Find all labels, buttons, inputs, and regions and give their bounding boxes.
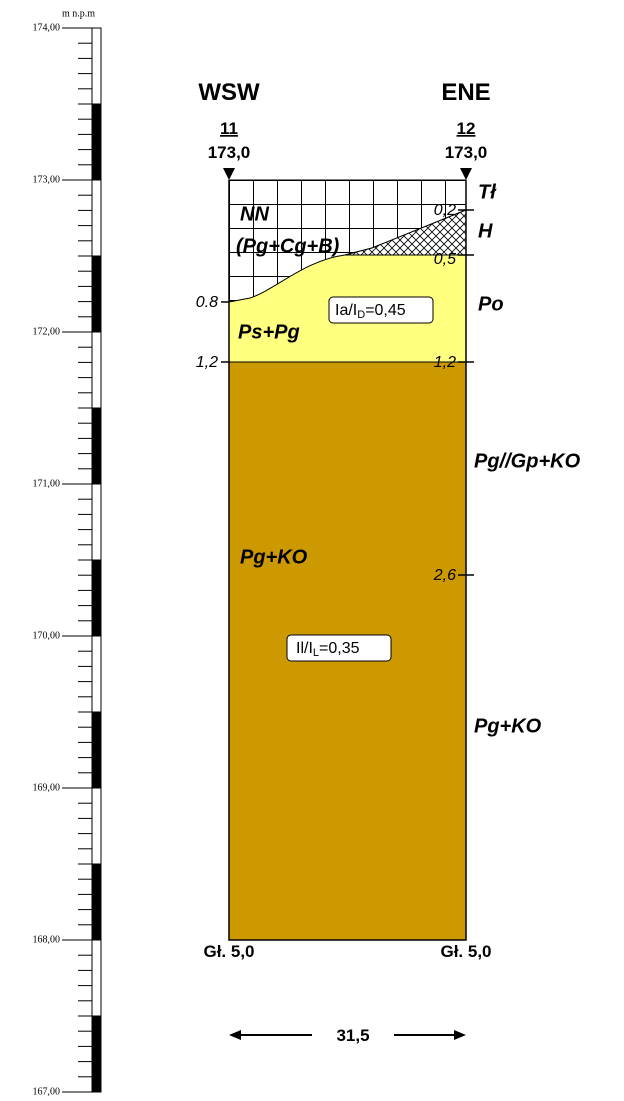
state-sub: D xyxy=(357,309,365,321)
state-rest: =0,35 xyxy=(319,640,360,657)
page: Przekrój geotechniczny {"scale": {"unit"… xyxy=(0,0,624,1101)
scale-segment xyxy=(92,180,101,256)
depth-label: 2,6 xyxy=(433,567,456,584)
depth-label: 0,2 xyxy=(434,202,456,219)
elevation-scale: 174,00 173,00 172,00 171,00 170,00 169,00 168,… xyxy=(33,22,102,1097)
depth-label: 0.8 xyxy=(196,294,218,311)
borehole-depth: Gł. 5,0 xyxy=(440,942,491,961)
scale-segment xyxy=(92,636,101,712)
borehole-marker xyxy=(223,168,472,180)
scale-segment xyxy=(92,560,101,636)
layer-label: Po xyxy=(478,293,504,315)
layer-label: Pg+KO xyxy=(474,715,542,737)
layer-label: Pg//Gp+KO xyxy=(474,450,581,472)
layer-label: H xyxy=(478,220,493,242)
direction-left: WSW xyxy=(198,79,260,106)
scale-unit: m n.p.m xyxy=(62,8,95,19)
scale-tick-label: 173,00 xyxy=(33,174,61,185)
scale-segment xyxy=(92,712,101,788)
scale-tick-label: 167,00 xyxy=(33,1086,61,1097)
scale-tick-label: 169,00 xyxy=(33,782,61,793)
scale-segment xyxy=(92,864,101,940)
state-main: Ia/I xyxy=(335,302,357,319)
distance-label: 31,5 xyxy=(336,1026,369,1045)
scale-segment xyxy=(92,408,101,484)
depth-label: 1,2 xyxy=(434,354,456,371)
scale-segment xyxy=(92,28,101,104)
scale-segment xyxy=(92,104,101,180)
scale-segment xyxy=(92,484,101,560)
depth-label: 0,5 xyxy=(434,251,456,268)
state-label: Ia/ID=0,45 xyxy=(335,302,406,321)
scale-tick-label: 168,00 xyxy=(33,934,61,945)
scale-segment xyxy=(92,256,101,332)
layer-label: NN xyxy=(240,203,269,225)
scale-segment xyxy=(92,788,101,864)
borehole-number: 11 xyxy=(220,119,238,138)
layer-label: Tł xyxy=(478,181,497,203)
scale-segment xyxy=(92,332,101,408)
borehole-depth: Gł. 5,0 xyxy=(203,942,254,961)
direction-right: ENE xyxy=(441,79,490,106)
layer-label: (Pg+Cg+B) xyxy=(236,235,340,257)
layer-label: Pg+KO xyxy=(240,546,308,568)
scale-tick-label: 172,00 xyxy=(33,326,61,337)
borehole-elevation: 173,0 xyxy=(208,143,251,162)
scale-tick-label: 174,00 xyxy=(33,22,61,33)
cross-section: 174,00 173,00 172,00 171,00 170,00 169,00 168,… xyxy=(0,0,624,1101)
body: 174,00 173,00 172,00 171,00 170,00 169,00 168,… xyxy=(0,0,624,1101)
scale-segment xyxy=(92,1016,101,1092)
state-rest: =0,45 xyxy=(365,302,406,319)
depth-label: 1,2 xyxy=(196,354,218,371)
state-label: Il/IL=0,35 xyxy=(296,640,360,659)
borehole-number: 12 xyxy=(457,119,476,138)
scale-tick-label: 170,00 xyxy=(33,630,61,641)
borehole-elevation: 173,0 xyxy=(445,143,488,162)
scale-segment xyxy=(92,940,101,1016)
state-main: Il/I xyxy=(296,640,313,657)
scale-tick-label: 171,00 xyxy=(33,478,61,489)
layer-label: Ps+Pg xyxy=(238,321,300,343)
